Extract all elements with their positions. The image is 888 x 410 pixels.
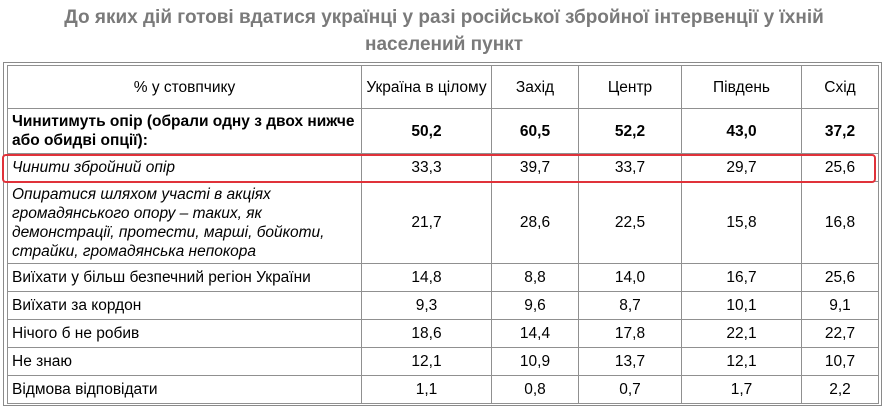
value-cell: 10,7 <box>801 347 879 376</box>
value-cell: 22,1 <box>681 319 802 348</box>
value-cell: 0,8 <box>491 375 579 404</box>
value-cell: 15,8 <box>681 181 802 264</box>
survey-table: % у стовпчику Україна в цілому Захід Цен… <box>7 65 879 404</box>
header-cell-south: Південь <box>681 65 802 109</box>
row-label: Виїхати у більш безпечний регіон України <box>7 263 362 292</box>
table-row: Не знаю 12,1 10,9 13,7 12,1 10,7 <box>7 347 879 376</box>
value-cell: 52,2 <box>578 108 682 154</box>
title-line-1: До яких дій готові вдатися українці у ра… <box>64 7 824 28</box>
value-cell: 25,6 <box>801 153 879 182</box>
value-cell: 8,8 <box>491 263 579 292</box>
value-cell: 28,6 <box>491 181 579 264</box>
table-frame <box>3 62 882 406</box>
value-cell: 12,1 <box>681 347 802 376</box>
table-row: Виїхати за кордон 9,3 9,6 8,7 10,1 9,1 <box>7 291 879 320</box>
table-row: Виїхати у більш безпечний регіон України… <box>7 263 879 292</box>
value-cell: 14,8 <box>361 263 492 292</box>
value-cell: 16,8 <box>801 181 879 264</box>
value-cell: 8,7 <box>578 291 682 320</box>
row-label: Нічого б не робив <box>7 319 362 348</box>
table-header-row: % у стовпчику Україна в цілому Захід Цен… <box>7 65 879 109</box>
value-cell: 14,4 <box>491 319 579 348</box>
value-cell: 18,6 <box>361 319 492 348</box>
value-cell: 9,1 <box>801 291 879 320</box>
value-cell: 1,7 <box>681 375 802 404</box>
value-cell: 17,8 <box>578 319 682 348</box>
table-row: Чинити збройний опір 33,3 39,7 33,7 29,7… <box>7 153 879 182</box>
header-cell-east: Схід <box>801 65 879 109</box>
row-label: Не знаю <box>7 347 362 376</box>
value-cell: 25,6 <box>801 263 879 292</box>
value-cell: 0,7 <box>578 375 682 404</box>
value-cell: 9,3 <box>361 291 492 320</box>
table-row: Опиратися шляхом участі в акціях громадя… <box>7 181 879 264</box>
row-label: Опиратися шляхом участі в акціях громадя… <box>7 181 362 264</box>
value-cell: 16,7 <box>681 263 802 292</box>
value-cell: 22,7 <box>801 319 879 348</box>
value-cell: 9,6 <box>491 291 579 320</box>
table-row: Нічого б не робив 18,6 14,4 17,8 22,1 22… <box>7 319 879 348</box>
value-cell: 1,1 <box>361 375 492 404</box>
value-cell: 12,1 <box>361 347 492 376</box>
value-cell: 22,5 <box>578 181 682 264</box>
row-label: Чинитимуть опір (обрали одну з двох нижч… <box>7 108 362 154</box>
header-cell-west: Захід <box>491 65 579 109</box>
page-title: До яких дій готові вдатися українці у ра… <box>0 0 888 58</box>
value-cell: 50,2 <box>361 108 492 154</box>
value-cell: 21,7 <box>361 181 492 264</box>
table-row: Чинитимуть опір (обрали одну з двох нижч… <box>7 108 879 154</box>
value-cell: 2,2 <box>801 375 879 404</box>
value-cell: 13,7 <box>578 347 682 376</box>
row-label: Відмова відповідати <box>7 375 362 404</box>
value-cell: 43,0 <box>681 108 802 154</box>
header-cell-center: Центр <box>578 65 682 109</box>
row-highlight-box <box>2 154 876 183</box>
row-label: Виїхати за кордон <box>7 291 362 320</box>
value-cell: 60,5 <box>491 108 579 154</box>
header-cell-ukraine: Україна в цілому <box>361 65 492 109</box>
value-cell: 33,3 <box>361 153 492 182</box>
header-cell-label: % у стовпчику <box>7 65 362 109</box>
title-line-2: населений пункт <box>364 34 523 55</box>
value-cell: 14,0 <box>578 263 682 292</box>
value-cell: 37,2 <box>801 108 879 154</box>
table-row: Відмова відповідати 1,1 0,8 0,7 1,7 2,2 <box>7 375 879 404</box>
value-cell: 10,1 <box>681 291 802 320</box>
value-cell: 10,9 <box>491 347 579 376</box>
